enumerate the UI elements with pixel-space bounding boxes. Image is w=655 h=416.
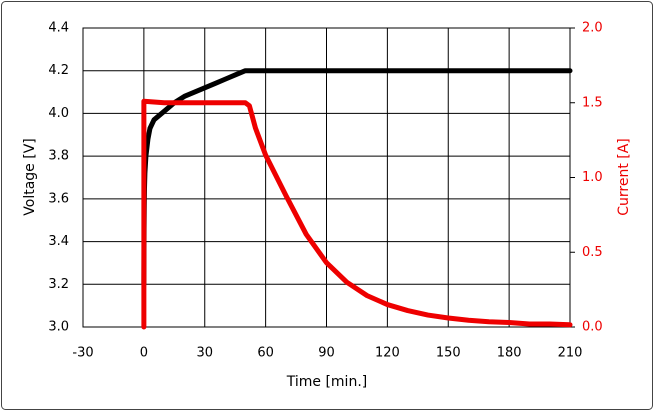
x-tick-label: 0: [140, 346, 148, 361]
y-tick-label: 3.4: [48, 234, 69, 249]
x-tick-label: 210: [558, 346, 583, 361]
x-tick-label: 90: [318, 346, 335, 361]
y-tick-label: 4.4: [48, 21, 69, 36]
y2-tick-label: 0.5: [582, 245, 603, 260]
x-tick-label: -30: [72, 346, 93, 361]
y2-tick-label: 0.0: [582, 320, 603, 335]
y-tick-label: 4.2: [48, 63, 69, 78]
y2-tick-label: 1.5: [582, 95, 603, 110]
series-line: [141, 98, 573, 330]
x-tick-label: 150: [436, 346, 461, 361]
x-tick-label: 60: [257, 346, 274, 361]
y2-axis-label: Current [A]: [616, 138, 632, 216]
y-tick-label: 3.2: [48, 277, 69, 292]
x-tick-label: 30: [196, 346, 213, 361]
y-tick-label: 3.8: [48, 149, 69, 164]
x-tick-label: 120: [375, 346, 400, 361]
y-tick-label: 3.6: [48, 191, 69, 206]
y-tick-label: 3.0: [48, 320, 69, 335]
y2-tick-label: 1.0: [582, 170, 603, 185]
y-tick-label: 4.0: [48, 106, 69, 121]
y-axis-label: Voltage [V]: [22, 138, 38, 215]
x-tick-label: 180: [497, 346, 522, 361]
y2-tick-label: 2.0: [582, 21, 603, 36]
x-axis-label: Time [min.]: [286, 374, 368, 390]
